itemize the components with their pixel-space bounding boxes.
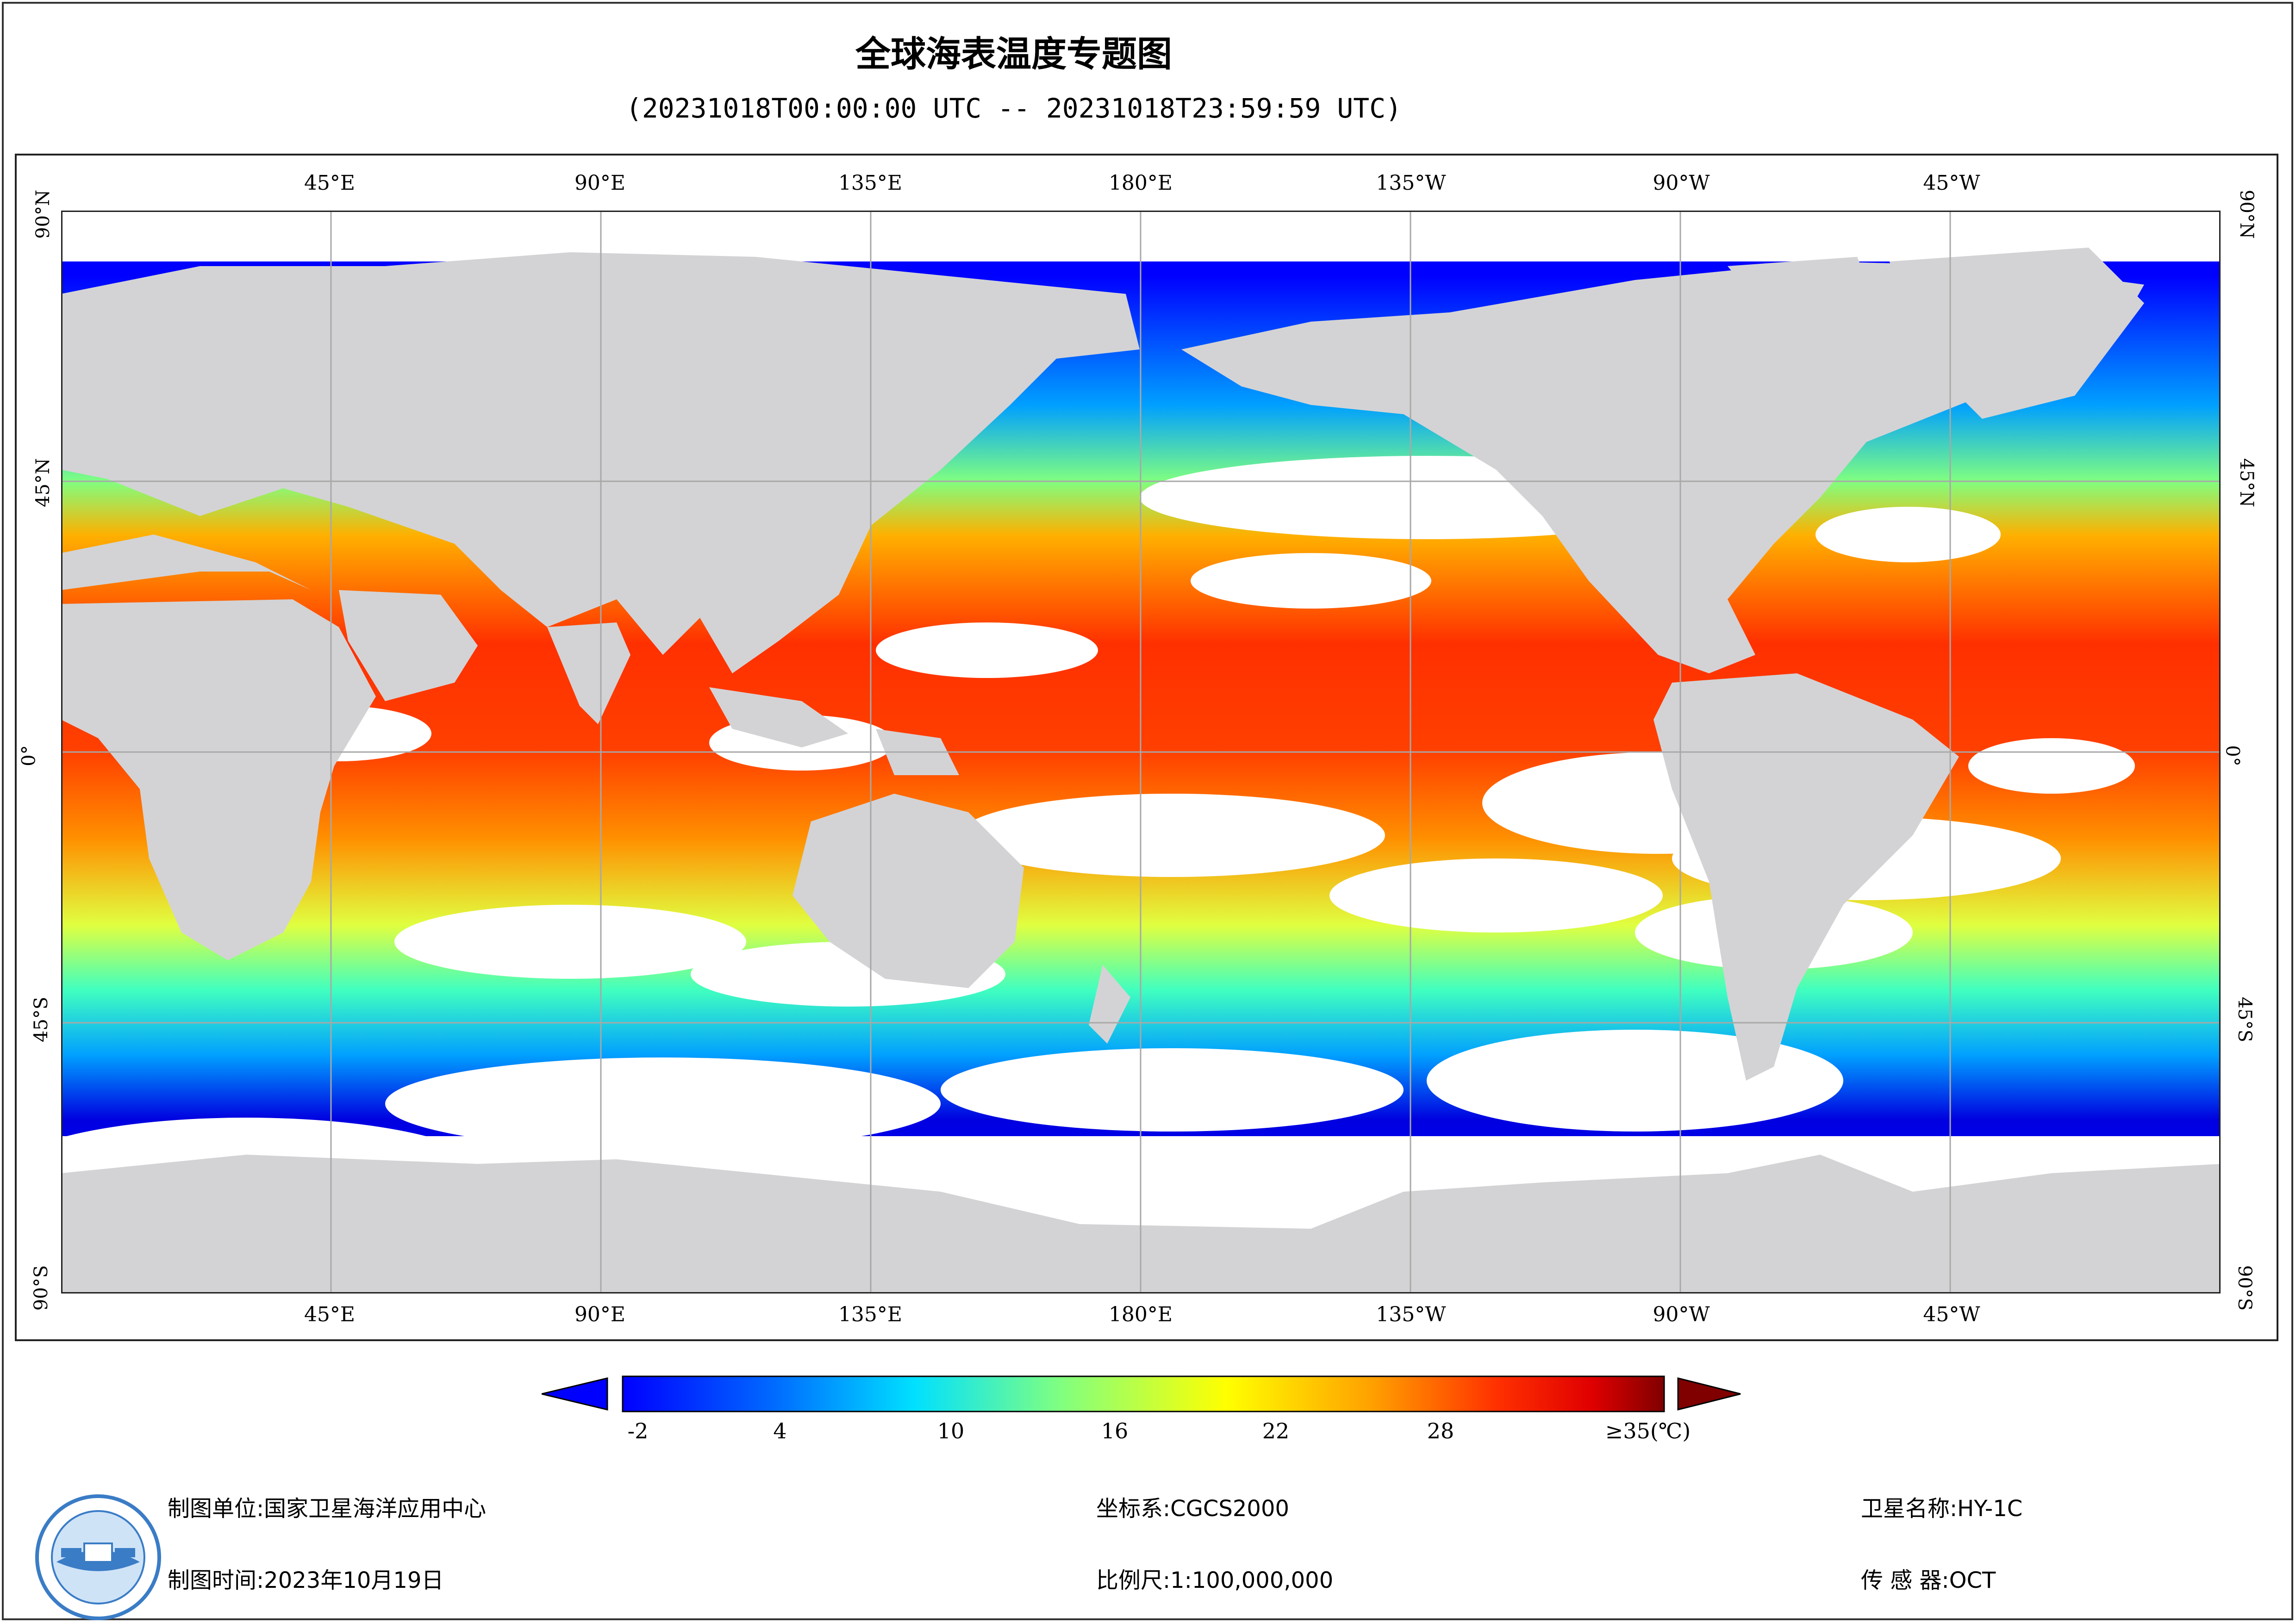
lon-label-bottom-45e: 45°E <box>304 1303 356 1326</box>
footer-producer: 制图单位:国家卫星海洋应用中心 <box>168 1496 487 1522</box>
lon-label-bottom-135e: 135°E <box>838 1303 903 1326</box>
footer-sensor: 传 感 器:OCT <box>1861 1567 1996 1593</box>
legend-tick-16: 16 <box>1101 1418 1129 1443</box>
lon-label-bottom-180e: 180°E <box>1108 1303 1173 1326</box>
lon-label-top-45w: 45°W <box>1923 171 1980 195</box>
footer-scale: 比例尺:1:100,000,000 <box>1096 1567 1334 1593</box>
lon-label-bottom-90w: 90°W <box>1653 1303 1710 1326</box>
lat-label-left-45n: 45°N <box>32 458 54 507</box>
legend-tick-22: 22 <box>1262 1418 1290 1443</box>
legend-tick-10: 10 <box>937 1418 965 1443</box>
colorbar-under-arrow <box>542 1377 608 1411</box>
colorbar-over-arrow <box>1677 1377 1741 1411</box>
footer-satellite: 卫星名称:HY-1C <box>1861 1496 2023 1522</box>
legend-tick-28: 28 <box>1427 1418 1454 1443</box>
lon-label-top-135e: 135°E <box>838 171 903 195</box>
sst-map <box>61 211 2221 1293</box>
lon-label-top-90w: 90°W <box>1653 171 1710 195</box>
lon-label-top-90e: 90°E <box>574 171 626 195</box>
colorbar <box>542 1375 1741 1412</box>
lat-label-right-0: 0° <box>2221 745 2243 766</box>
map-subtitle: (20231018T00:00:00 UTC -- 20231018T23:59… <box>625 93 1402 124</box>
footer-coordinate-system: 坐标系:CGCS2000 <box>1096 1496 1290 1522</box>
lat-label-left-0: 0° <box>18 745 40 766</box>
lat-label-right-90s: 90°S <box>2234 1265 2256 1311</box>
legend-tick-neg2: -2 <box>627 1418 649 1443</box>
lon-label-top-180e: 180°E <box>1108 171 1173 195</box>
map-title: 全球海表温度专题图 <box>855 33 1172 75</box>
footer-production-date: 制图时间:2023年10月19日 <box>168 1567 444 1593</box>
lon-label-top-45e: 45°E <box>304 171 356 195</box>
map-frame <box>15 154 2278 1341</box>
lat-label-right-45n: 45°N <box>2235 458 2257 507</box>
legend-tick-35: ≥35(℃) <box>1605 1418 1691 1443</box>
lat-label-right-45s: 45°S <box>2234 996 2256 1043</box>
graticule <box>61 211 2221 1293</box>
colorbar-gradient <box>622 1375 1665 1412</box>
legend-tick-4: 4 <box>773 1418 787 1443</box>
lat-label-left-90n: 90°N <box>32 190 54 239</box>
lon-label-bottom-45w: 45°W <box>1923 1303 1980 1326</box>
lat-label-left-90s: 90°S <box>31 1265 52 1311</box>
lon-label-bottom-90e: 90°E <box>574 1303 626 1326</box>
plot-border <box>61 211 2221 1293</box>
lon-label-top-135w: 135°W <box>1376 171 1446 195</box>
lon-label-bottom-135w: 135°W <box>1376 1303 1446 1326</box>
lat-label-left-45s: 45°S <box>31 996 52 1043</box>
nsoas-logo <box>35 1494 161 1620</box>
lat-label-right-90n: 90°N <box>2235 190 2257 239</box>
